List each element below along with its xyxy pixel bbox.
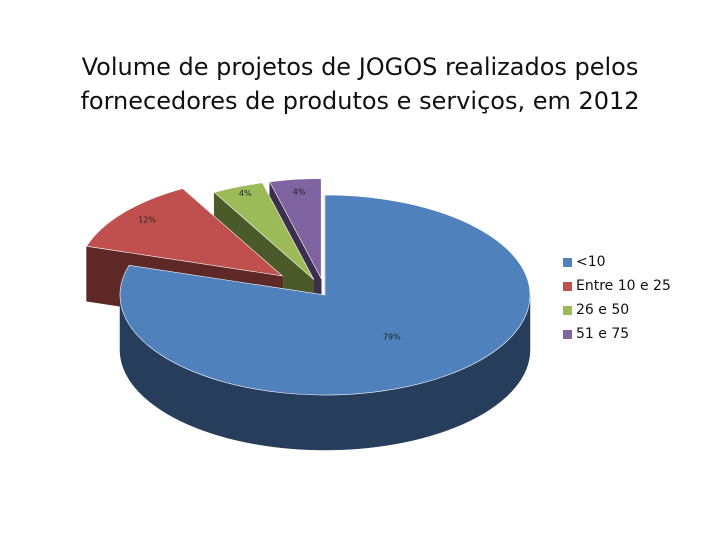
legend-swatch: [563, 257, 572, 267]
legend-label: Entre 10 e 25: [576, 278, 671, 294]
chart-title-line-2: fornecedores de produtos e serviços, em …: [80, 87, 640, 115]
legend: <10 Entre 10 e 25 26 e 50 51 e 75: [563, 250, 671, 346]
pie-slice-top: [86, 188, 284, 277]
legend-swatch: [563, 281, 572, 291]
legend-item: Entre 10 e 25: [563, 274, 671, 298]
legend-item: <10: [563, 250, 671, 274]
pie-slice: [119, 194, 531, 451]
legend-label: <10: [576, 254, 606, 270]
legend-swatch: [563, 305, 572, 315]
pie-slice-top: [269, 178, 322, 279]
pie-slice-top: [213, 182, 315, 280]
legend-label: 26 e 50: [576, 302, 630, 318]
pie-slice-top: [119, 194, 531, 396]
chart-title-line-1: Volume de projetos de JOGOS realizados p…: [81, 53, 639, 81]
chart-title: Volume de projetos de JOGOS realizados p…: [0, 50, 720, 118]
data-label: 12%: [138, 215, 156, 224]
data-label: 4%: [239, 189, 252, 198]
data-label: 79%: [383, 332, 401, 341]
data-label: 4%: [293, 187, 306, 196]
legend-label: 51 e 75: [576, 326, 630, 342]
legend-item: 26 e 50: [563, 298, 671, 322]
legend-swatch: [563, 329, 572, 339]
legend-item: 51 e 75: [563, 322, 671, 346]
